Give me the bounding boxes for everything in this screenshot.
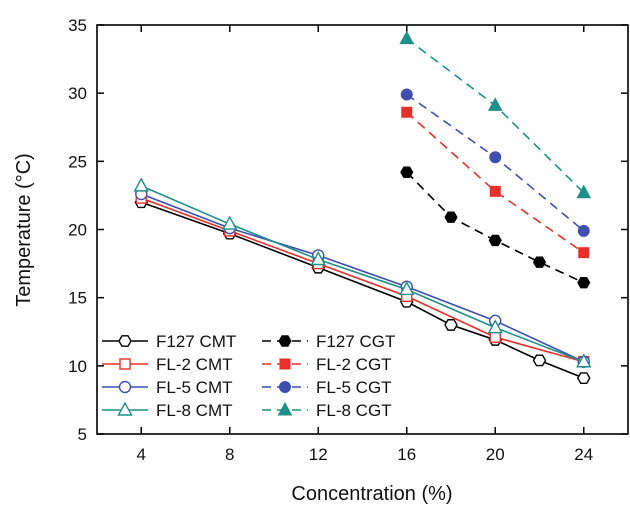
legend-item: F127 CGT	[262, 332, 395, 351]
y-tick-label: 15	[68, 289, 87, 308]
legend-label: F127 CGT	[316, 332, 395, 351]
data-point	[576, 353, 592, 368]
legend-label: FL-2 CGT	[316, 355, 392, 374]
y-tick-label: 20	[68, 221, 87, 240]
series-f127-cgt	[400, 166, 591, 289]
legend-label: FL-8 CGT	[316, 401, 392, 420]
data-point	[577, 224, 590, 237]
series-fl-8-cgt	[399, 30, 592, 199]
data-point	[399, 281, 415, 296]
legend-marker	[119, 358, 131, 370]
series-line	[140, 201, 585, 379]
data-point	[310, 251, 326, 266]
data-point	[489, 151, 502, 164]
legend-marker	[117, 401, 133, 416]
legend-item: FL-5 CGT	[262, 378, 392, 397]
y-tick-label: 25	[68, 152, 87, 171]
legend-marker	[279, 358, 291, 370]
legend-item: F127 CMT	[102, 332, 236, 351]
data-point	[577, 276, 591, 289]
data-point	[400, 88, 413, 101]
data-point	[133, 177, 149, 192]
x-tick-label: 12	[309, 445, 328, 464]
data-point	[576, 184, 592, 199]
legend-marker	[279, 381, 291, 393]
series-line	[406, 111, 585, 254]
legend-item: FL-8 CGT	[262, 401, 392, 420]
series-line	[140, 197, 584, 363]
data-point	[489, 331, 501, 343]
legend-item: FL-2 CGT	[262, 355, 392, 374]
legend-label: FL-5 CMT	[156, 378, 233, 397]
data-point	[400, 166, 414, 178]
x-tick-label: 16	[397, 445, 416, 464]
data-point	[487, 97, 503, 111]
y-tick-label: 10	[68, 357, 87, 376]
legend-label: FL-5 CGT	[316, 378, 392, 397]
y-axis-label: Temperature (°C)	[13, 153, 35, 307]
x-tick-label: 4	[137, 445, 146, 464]
series-fl-5-cgt	[400, 88, 590, 237]
data-point	[222, 215, 238, 230]
legend-item: FL-5 CMT	[102, 378, 233, 397]
y-tick-label: 5	[78, 425, 87, 444]
data-point	[444, 211, 458, 223]
series-line	[140, 193, 585, 363]
data-point	[488, 234, 502, 247]
legend: F127 CMT FL-2 CMT FL-5 CMT FL-8 CMT F127 CGT…	[102, 332, 395, 420]
data-point	[399, 30, 415, 45]
legend-marker	[278, 335, 292, 347]
x-axis-label: Concentration (%)	[291, 483, 452, 505]
x-tick-label: 24	[574, 445, 593, 464]
data-point	[489, 185, 501, 197]
data-point	[578, 247, 590, 259]
data-point	[444, 319, 458, 331]
legend-marker	[118, 335, 132, 347]
legend-item: FL-8 CMT	[102, 401, 233, 420]
series-fl-2-cgt	[401, 106, 590, 259]
legend-marker	[118, 380, 132, 394]
y-tick-label: 30	[68, 84, 87, 103]
legend-item: FL-2 CMT	[102, 355, 233, 374]
series-fl-8-cmt	[133, 177, 592, 368]
series-line	[406, 37, 585, 194]
data-point	[487, 319, 503, 334]
y-tick-label: 35	[68, 16, 87, 35]
data-point	[532, 256, 547, 268]
legend-label: FL-8 CMT	[156, 401, 233, 420]
legend-marker	[277, 401, 293, 416]
x-tick-label: 8	[225, 445, 234, 464]
legend-label: FL-2 CMT	[156, 355, 233, 374]
legend-label: F127 CMT	[156, 332, 236, 351]
data-point	[576, 372, 591, 384]
series-line	[140, 185, 585, 363]
data-point	[401, 106, 413, 118]
data-point	[532, 354, 547, 367]
x-tick-label: 20	[486, 445, 505, 464]
